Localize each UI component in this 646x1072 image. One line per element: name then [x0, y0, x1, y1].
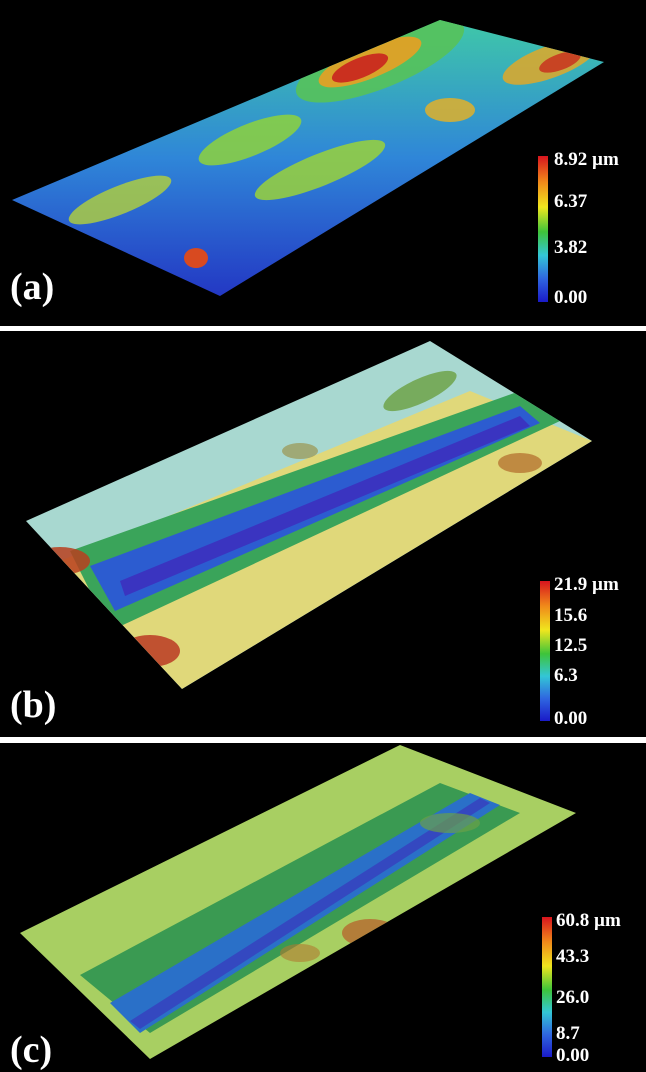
panel-c: (c) 60.8 µm 43.3 26.0 8.7 0.00: [0, 743, 646, 1072]
panel-label-c: (c): [10, 1029, 53, 1071]
scale-tick-max-c: 60.8 µm: [556, 910, 621, 931]
scale-tick-b: 6.3: [554, 665, 578, 686]
panel-b: (b) 21.9 µm 15.6 12.5 6.3 0.00: [0, 331, 646, 737]
panel-a: (a) 8.92 µm 6.37 3.82 0.00: [0, 0, 646, 326]
scale-tick-min-b: 0.00: [554, 708, 588, 729]
surface-map-c: [20, 745, 576, 1059]
color-scale-bar-a: [538, 156, 548, 302]
scale-tick-min-a: 0.00: [554, 287, 588, 308]
scale-tick-c: 26.0: [556, 987, 590, 1008]
scale-tick-c: 8.7: [556, 1023, 580, 1044]
scale-tick-max-b: 21.9 µm: [554, 574, 619, 595]
panel-label-b: (b): [10, 684, 57, 726]
scale-tick-min-c: 0.00: [556, 1045, 590, 1066]
scale-tick-a: 6.37: [554, 191, 588, 212]
scale-tick-max-a: 8.92 µm: [554, 149, 619, 170]
scale-tick-a: 3.82: [554, 237, 588, 258]
color-scale-bar-b: [540, 581, 550, 721]
surface-map-b: [26, 341, 592, 689]
surface-map-a: [12, 20, 604, 296]
scale-tick-b: 12.5: [554, 635, 588, 656]
panel-label-a: (a): [10, 266, 55, 308]
scale-tick-c: 43.3: [556, 946, 590, 967]
scale-tick-b: 15.6: [554, 605, 588, 626]
color-scale-bar-c: [542, 917, 552, 1057]
